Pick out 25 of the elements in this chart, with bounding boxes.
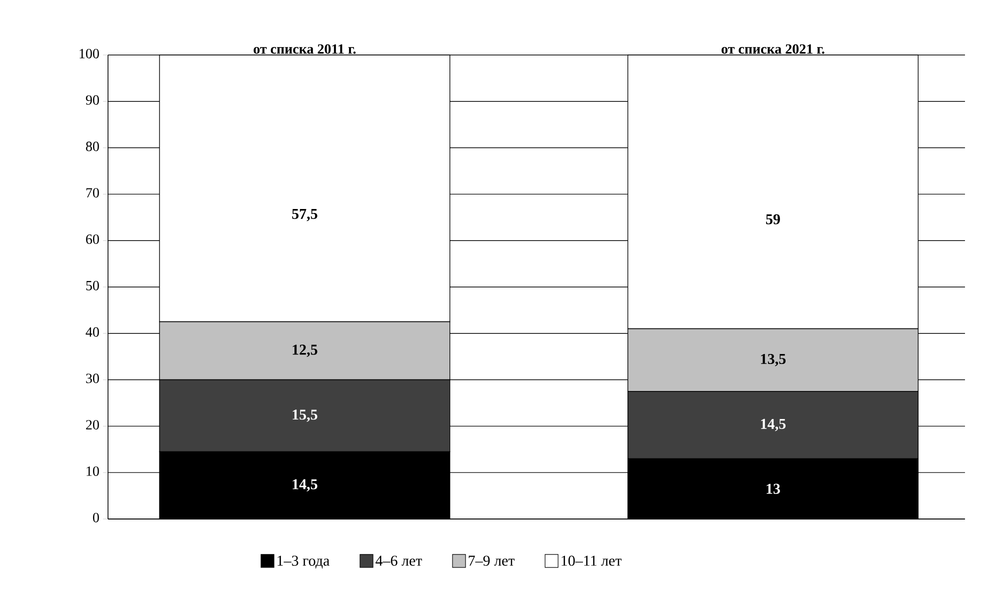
legend-label: 1–3 года (278, 556, 330, 569)
y-tick-label: 50 (86, 280, 99, 290)
data-label: 14,5 (292, 479, 318, 492)
legend-label: 7–9 лет (468, 556, 515, 566)
y-tick-label: 0 (93, 512, 99, 522)
data-label: 13,5 (761, 354, 786, 366)
y-tick-label: 40 (86, 327, 99, 337)
data-label: 57,5 (292, 209, 318, 222)
y-tick-label: 60 (86, 234, 99, 244)
y-tick-label: 70 (86, 188, 99, 198)
legend-label: 10–11 лет (562, 556, 622, 566)
data-label: 13 (766, 484, 780, 494)
x-tick-label: от списка 2021 г. (722, 44, 824, 54)
data-label: 59 (766, 214, 780, 224)
legend-label: 4–6 лет (376, 556, 422, 566)
data-label: 12,5 (292, 344, 318, 357)
y-tick-label: 80 (86, 142, 99, 152)
y-tick-label: 20 (86, 420, 99, 430)
y-tick-label: 30 (86, 374, 99, 384)
data-label: 15,5 (292, 410, 318, 422)
data-label: 14,5 (761, 418, 786, 432)
y-tick-label: 90 (86, 95, 99, 105)
x-tick-label: от списка 2011 г. (254, 44, 356, 54)
y-tick-label: 100 (80, 48, 99, 58)
y-tick-label: 10 (86, 466, 99, 476)
